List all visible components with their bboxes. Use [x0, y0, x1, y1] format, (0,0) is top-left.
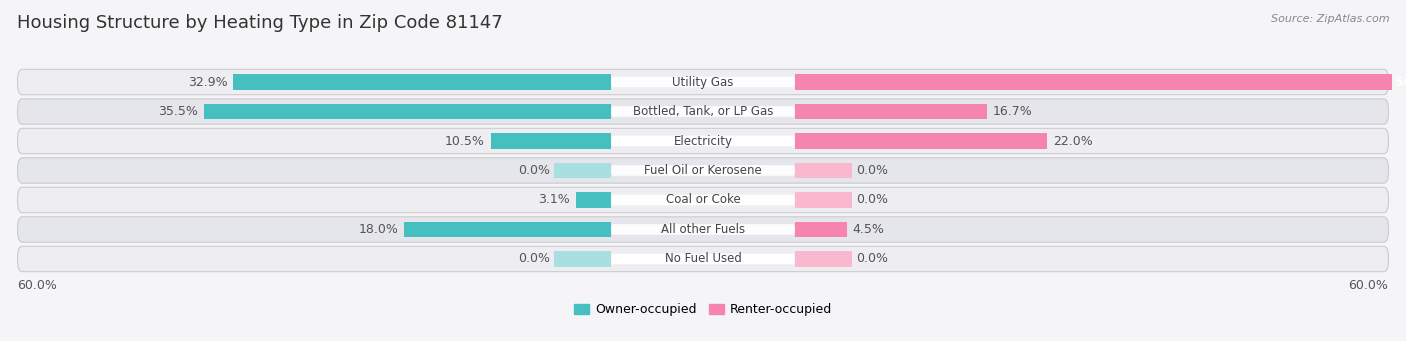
Text: 56.8%: 56.8%	[1395, 75, 1406, 89]
Text: 0.0%: 0.0%	[519, 252, 550, 266]
FancyBboxPatch shape	[612, 165, 794, 176]
FancyBboxPatch shape	[17, 246, 1389, 272]
Text: 4.5%: 4.5%	[852, 223, 884, 236]
Bar	[575, 192, 612, 208]
FancyBboxPatch shape	[17, 69, 1389, 95]
FancyBboxPatch shape	[612, 254, 794, 264]
Bar	[554, 251, 612, 267]
FancyBboxPatch shape	[17, 158, 1389, 183]
Bar	[491, 133, 612, 149]
Bar	[405, 222, 612, 237]
Text: 0.0%: 0.0%	[856, 193, 887, 207]
FancyBboxPatch shape	[612, 136, 794, 146]
Text: 35.5%: 35.5%	[157, 105, 198, 118]
Text: 0.0%: 0.0%	[519, 164, 550, 177]
Bar	[794, 133, 1047, 149]
Text: All other Fuels: All other Fuels	[661, 223, 745, 236]
FancyBboxPatch shape	[612, 224, 794, 235]
Bar	[554, 163, 612, 178]
Text: Housing Structure by Heating Type in Zip Code 81147: Housing Structure by Heating Type in Zip…	[17, 14, 502, 32]
Text: 0.0%: 0.0%	[856, 252, 887, 266]
FancyBboxPatch shape	[612, 106, 794, 117]
FancyBboxPatch shape	[17, 128, 1389, 154]
Text: 60.0%: 60.0%	[17, 279, 58, 292]
Text: 0.0%: 0.0%	[856, 164, 887, 177]
Text: 60.0%: 60.0%	[1348, 279, 1389, 292]
Bar	[794, 251, 852, 267]
Text: 10.5%: 10.5%	[444, 134, 485, 148]
Text: 3.1%: 3.1%	[538, 193, 569, 207]
Legend: Owner-occupied, Renter-occupied: Owner-occupied, Renter-occupied	[568, 298, 838, 321]
Text: 16.7%: 16.7%	[993, 105, 1032, 118]
Bar	[794, 192, 852, 208]
Text: 22.0%: 22.0%	[1053, 134, 1092, 148]
Text: Electricity: Electricity	[673, 134, 733, 148]
Text: Bottled, Tank, or LP Gas: Bottled, Tank, or LP Gas	[633, 105, 773, 118]
FancyBboxPatch shape	[17, 99, 1389, 124]
Text: Coal or Coke: Coal or Coke	[665, 193, 741, 207]
Bar	[794, 163, 852, 178]
Bar	[204, 104, 612, 119]
FancyBboxPatch shape	[612, 195, 794, 205]
Text: Utility Gas: Utility Gas	[672, 75, 734, 89]
Bar	[794, 74, 1406, 90]
Text: Source: ZipAtlas.com: Source: ZipAtlas.com	[1271, 14, 1389, 24]
Bar	[233, 74, 612, 90]
FancyBboxPatch shape	[17, 187, 1389, 213]
Bar	[794, 222, 846, 237]
Text: No Fuel Used: No Fuel Used	[665, 252, 741, 266]
Text: Fuel Oil or Kerosene: Fuel Oil or Kerosene	[644, 164, 762, 177]
Bar	[794, 104, 987, 119]
FancyBboxPatch shape	[17, 217, 1389, 242]
Text: 18.0%: 18.0%	[359, 223, 399, 236]
FancyBboxPatch shape	[612, 77, 794, 87]
Text: 32.9%: 32.9%	[188, 75, 228, 89]
